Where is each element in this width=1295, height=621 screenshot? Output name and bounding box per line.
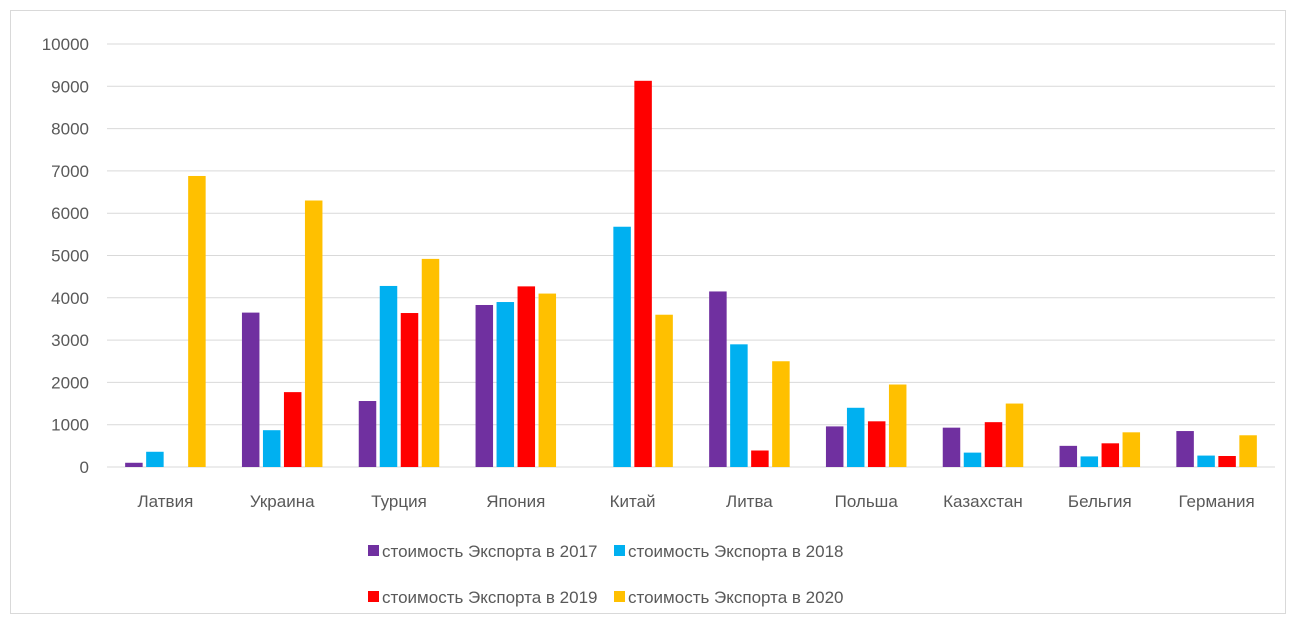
x-axis-ticks: Латвия Украина Турция Япония Китай Литва Польш… — [138, 492, 1255, 511]
legend-label: стоимость Экспорта в 2017 — [382, 542, 598, 561]
bar — [283, 392, 302, 467]
bar — [400, 313, 419, 467]
gridlines — [107, 43, 1275, 468]
chart-frame: 0 1000 2000 3000 4000 5000 6000 7000 8000 9000 100… — [10, 10, 1286, 614]
bar — [613, 226, 631, 467]
bar — [846, 407, 865, 467]
y-tick-label: 1000 — [51, 416, 89, 435]
bar — [942, 427, 961, 467]
bar — [1176, 431, 1194, 467]
x-tick-label: Япония — [486, 492, 545, 511]
y-tick-label: 5000 — [51, 247, 89, 266]
y-tick-label: 0 — [80, 458, 89, 477]
y-axis-ticks: 0 1000 2000 3000 4000 5000 6000 7000 8000 9000 100… — [42, 35, 89, 477]
y-tick-label: 8000 — [51, 120, 89, 139]
x-tick-label: Китай — [610, 492, 656, 511]
bar — [304, 200, 323, 467]
y-tick-label: 9000 — [51, 77, 89, 96]
y-tick-label: 2000 — [51, 373, 89, 392]
bar — [1197, 455, 1215, 467]
bar — [963, 452, 982, 467]
x-tick-label: Казахстан — [943, 492, 1023, 511]
bar — [984, 422, 1003, 467]
bar — [867, 421, 886, 467]
legend-swatch — [368, 545, 379, 556]
bar — [1101, 443, 1120, 467]
legend-swatch — [368, 591, 379, 602]
bar — [1080, 456, 1099, 467]
bar — [730, 344, 748, 467]
bar — [751, 450, 769, 467]
bar — [262, 430, 281, 467]
x-tick-label: Украина — [250, 492, 315, 511]
bar — [888, 384, 907, 467]
bar — [241, 312, 260, 467]
y-tick-label: 6000 — [51, 204, 89, 223]
legend-label: стоимость Экспорта в 2020 — [628, 588, 844, 607]
legend-swatch — [614, 545, 625, 556]
x-tick-label: Польша — [835, 492, 899, 511]
legend-label: стоимость Экспорта в 2018 — [628, 542, 844, 561]
bar — [634, 80, 652, 468]
x-tick-label: Германия — [1178, 492, 1254, 511]
y-tick-label: 10000 — [42, 35, 89, 54]
bar — [1059, 445, 1078, 467]
x-tick-label: Литва — [726, 492, 773, 511]
y-tick-label: 3000 — [51, 331, 89, 350]
bar — [496, 302, 515, 467]
bar — [772, 361, 790, 467]
bar — [825, 426, 844, 467]
bar — [421, 258, 440, 467]
bar — [1218, 456, 1236, 467]
bar — [358, 401, 377, 467]
bar — [146, 451, 164, 467]
y-tick-label: 4000 — [51, 289, 89, 308]
x-tick-label: Турция — [371, 492, 427, 511]
x-tick-label: Бельгия — [1068, 492, 1132, 511]
bar — [1239, 435, 1257, 467]
y-tick-label: 7000 — [51, 162, 89, 181]
bar — [125, 462, 143, 467]
legend-label: стоимость Экспорта в 2019 — [382, 588, 598, 607]
legend-swatch — [614, 591, 625, 602]
bars — [125, 80, 1257, 468]
bar — [709, 291, 727, 467]
bar — [1122, 432, 1141, 467]
bar — [475, 304, 494, 467]
bar — [655, 314, 673, 467]
bar — [188, 175, 206, 467]
bar — [1005, 403, 1024, 467]
bar — [517, 286, 536, 467]
legend: стоимость Экспорта в 2017 стоимость Экспо… — [368, 542, 844, 607]
bar — [538, 293, 557, 467]
bar — [379, 285, 398, 467]
bar-chart: 0 1000 2000 3000 4000 5000 6000 7000 8000 9000 100… — [42, 35, 1275, 607]
x-tick-label: Латвия — [138, 492, 194, 511]
